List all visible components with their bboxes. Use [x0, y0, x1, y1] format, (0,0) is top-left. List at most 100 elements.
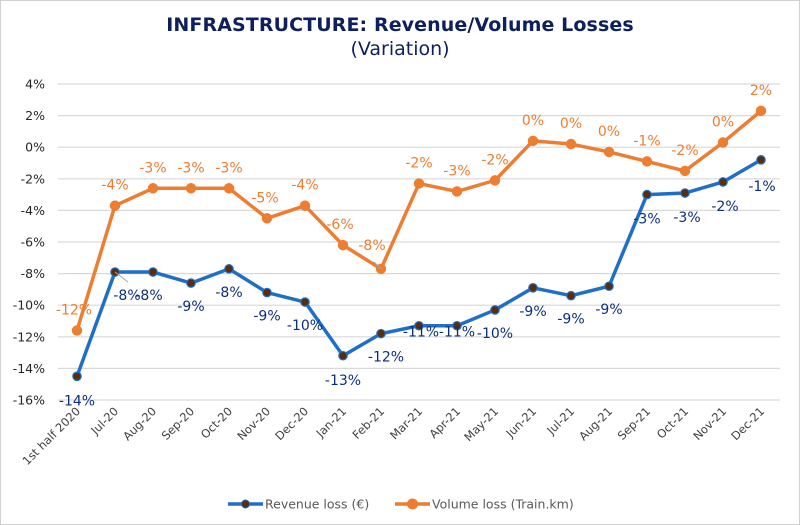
revenue-data-label: -13% — [325, 373, 361, 389]
y-axis: 4% 2% 0% -2% -4% -6% -8% -10% -12% -14% -16% — [13, 77, 45, 408]
x-tick-label: 1st half 2020 — [19, 404, 83, 468]
y-tick-label: 2% — [25, 108, 45, 123]
x-tick-label: Apr-21 — [426, 404, 463, 441]
revenue-data-label: -8% — [113, 288, 140, 304]
volume-data-label: -12% — [56, 302, 92, 318]
volume-data-label: -4% — [291, 178, 318, 194]
volume-data-label: 0% — [712, 114, 734, 130]
x-tick-label: Nov-20 — [234, 404, 273, 443]
volume-data-label: -8% — [358, 238, 385, 254]
x-tick-label: Oct-21 — [654, 404, 691, 441]
volume-loss-point — [147, 183, 159, 194]
revenue-loss-point — [452, 320, 462, 331]
revenue-loss-point — [224, 264, 234, 274]
x-tick-label: Sep-21 — [615, 404, 654, 443]
revenue-data-label: -10% — [477, 326, 513, 342]
x-tick-label: Sep-20 — [159, 404, 198, 443]
revenue-loss-point — [718, 177, 728, 187]
x-tick-label: Dec-20 — [272, 404, 311, 443]
x-tick-label: Jun-21 — [503, 404, 540, 441]
revenue-loss-point — [110, 267, 120, 277]
revenue-data-label: -1% — [748, 179, 775, 195]
revenue-data-label: -8% — [135, 288, 162, 304]
revenue-data-label: -2% — [711, 199, 738, 215]
chart-subtitle: (Variation) — [350, 38, 450, 60]
volume-data-label: 0% — [560, 116, 582, 132]
revenue-loss-point — [528, 283, 538, 293]
volume-loss-point — [565, 138, 577, 150]
x-tick-label: Nov-21 — [690, 404, 729, 443]
revenue-loss-point — [338, 350, 348, 361]
volume-data-label: -3% — [177, 160, 204, 176]
volume-data-label: -5% — [251, 190, 278, 206]
volume-loss-point — [679, 165, 691, 177]
revenue-loss-point — [680, 188, 690, 198]
revenue-loss-point — [186, 278, 196, 288]
revenue-loss-point — [604, 281, 614, 292]
series-layer — [71, 105, 767, 382]
volume-loss-point — [261, 213, 273, 224]
volume-data-label: 2% — [750, 83, 772, 99]
revenue-data-label: -9% — [595, 302, 622, 318]
volume-loss-point — [71, 325, 83, 336]
x-tick-label: Mar-21 — [387, 404, 425, 442]
revenue-loss-point — [414, 320, 424, 331]
y-tick-label: -16% — [13, 393, 45, 408]
x-tick-label: Aug-20 — [120, 404, 159, 443]
revenue-loss-point — [72, 371, 82, 382]
label-leader-line — [373, 261, 382, 270]
revenue-data-label: -9% — [557, 312, 584, 328]
revenue-loss-point — [148, 267, 158, 277]
volume-data-label: 0% — [522, 113, 544, 129]
legend-revenue-label: Revenue loss (€) — [265, 497, 369, 512]
x-tick-label: Feb-21 — [350, 404, 388, 442]
volume-loss-point — [489, 175, 501, 186]
revenue-data-label: -11% — [439, 325, 475, 341]
y-tick-label: -10% — [13, 298, 45, 313]
x-tick-label: Dec-21 — [728, 404, 767, 443]
volume-loss-point — [527, 135, 539, 147]
revenue-data-label: -3% — [673, 210, 700, 226]
volume-data-label: -6% — [326, 217, 353, 233]
volume-data-label: 0% — [598, 124, 620, 140]
revenue-loss-point — [300, 297, 310, 307]
gridlines — [58, 83, 780, 401]
data-labels: -14%-8%-8%-9%-8%-9%-10%-13%-12%-11% -11% -… — [56, 83, 776, 409]
volume-data-label: -4% — [101, 178, 128, 194]
volume-data-label: -1% — [633, 133, 660, 149]
volume-loss-point — [717, 137, 729, 148]
volume-loss-point — [641, 156, 653, 167]
x-tick-label: Jul-21 — [543, 404, 577, 438]
revenue-loss-point — [642, 189, 652, 200]
volume-loss-point — [337, 239, 349, 251]
label-leader-line — [114, 271, 129, 283]
volume-loss-point — [185, 183, 197, 194]
y-tick-label: -2% — [21, 171, 45, 186]
volume-loss-point — [299, 200, 311, 211]
revenue-data-label: -9% — [519, 304, 546, 320]
volume-data-label: -2% — [405, 156, 432, 172]
revenue-loss-point — [756, 155, 766, 165]
revenue-data-label: -9% — [253, 309, 280, 325]
revenue-loss-point — [490, 305, 500, 315]
revenue-data-label: -10% — [287, 318, 323, 334]
volume-data-label: -2% — [481, 152, 508, 168]
volume-loss-point — [223, 183, 235, 194]
legend: Revenue loss (€) Volume loss (Train.km) — [228, 497, 574, 512]
volume-data-label: -3% — [443, 163, 470, 179]
y-tick-label: 4% — [25, 77, 45, 92]
revenue-data-label: -14% — [59, 393, 95, 409]
volume-loss-point — [451, 186, 463, 197]
volume-data-label: -3% — [139, 160, 166, 176]
y-tick-label: 0% — [25, 140, 45, 155]
x-tick-label: Jan-21 — [313, 404, 349, 440]
revenue-data-label: -11% — [403, 325, 439, 341]
volume-loss-point — [413, 178, 425, 189]
revenue-loss-point — [566, 290, 576, 301]
chart-title: INFRASTRUCTURE: Revenue/Volume Losses — [166, 14, 634, 36]
y-tick-label: -4% — [21, 203, 45, 218]
volume-data-label: -3% — [215, 160, 242, 176]
revenue-loss-line — [75, 158, 762, 377]
